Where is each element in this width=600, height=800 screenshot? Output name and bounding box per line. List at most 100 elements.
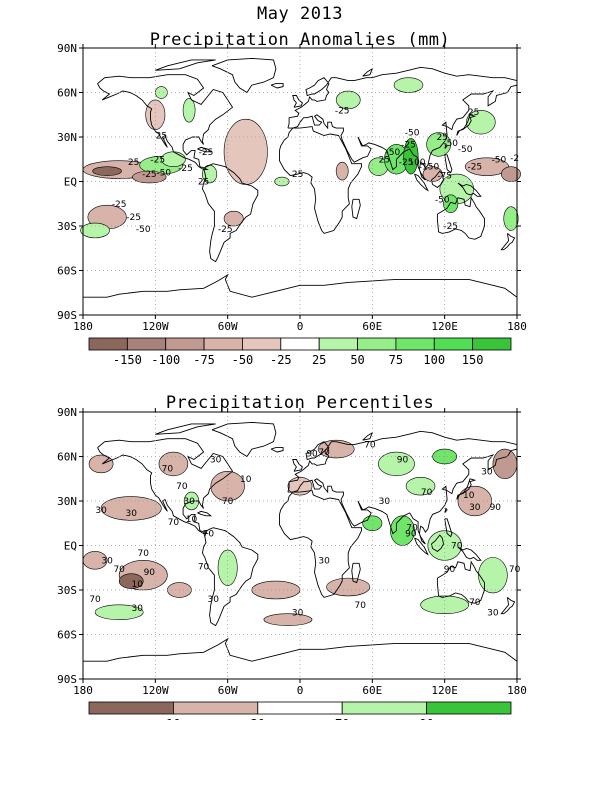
coastline-arabia-madagascar bbox=[351, 198, 361, 220]
shaded-region bbox=[94, 604, 144, 620]
coastline-japan bbox=[456, 478, 477, 500]
contour-label: 10 bbox=[186, 515, 198, 525]
shaded-region bbox=[317, 439, 355, 459]
coastline-uk bbox=[292, 459, 303, 472]
shaded-region bbox=[405, 476, 436, 496]
lon-tick-label: 120E bbox=[431, 320, 458, 333]
lon-tick-label: 180 bbox=[507, 320, 527, 333]
colorbar-box bbox=[172, 701, 259, 715]
colorbar-label: 10 bbox=[166, 717, 180, 720]
shaded-region bbox=[335, 161, 349, 181]
lon-tick-label: 180 bbox=[73, 320, 93, 333]
coastline-sri-lanka-taiwan bbox=[444, 143, 448, 150]
lon-tick-label: 60E bbox=[362, 684, 382, 697]
contour-label: 70 bbox=[406, 524, 418, 534]
contour-label: 25 bbox=[292, 170, 303, 180]
coastline-south-america bbox=[201, 527, 259, 627]
lon-tick-label: 120W bbox=[142, 684, 169, 697]
colorbar-box bbox=[395, 337, 435, 351]
contour-label: 90 bbox=[306, 450, 318, 460]
coastline-indonesia-borneo bbox=[430, 170, 444, 188]
contour-label: 70 bbox=[176, 482, 188, 492]
colorbar-box bbox=[88, 337, 128, 351]
coastline-new-guinea bbox=[457, 182, 482, 197]
lon-tick-label: 60E bbox=[362, 320, 382, 333]
lat-tick-label: 30S bbox=[57, 584, 77, 597]
coastline-new-guinea bbox=[457, 546, 482, 561]
contour-label: 70 bbox=[318, 448, 330, 458]
coastlines bbox=[82, 421, 518, 671]
contour-label: 100 bbox=[408, 158, 425, 168]
lon-tick-label: 120W bbox=[142, 320, 169, 333]
anomaly-shading bbox=[82, 439, 518, 626]
contour-label: 70 bbox=[421, 488, 433, 498]
colorbar: 10 30 70 90 bbox=[88, 701, 512, 720]
anomaly-map-title: Precipitation Anomalies (mm) bbox=[149, 30, 451, 50]
contour-label: 70 bbox=[113, 565, 125, 575]
coastline-caribbean-cuba bbox=[197, 510, 213, 517]
coastline-africa bbox=[279, 126, 362, 234]
shaded-region bbox=[80, 222, 110, 239]
lat-tick-label: 60N bbox=[57, 87, 77, 100]
contour-label: 70 bbox=[451, 542, 463, 552]
lat-tick-label: 30N bbox=[57, 131, 77, 144]
contour-label: 25 bbox=[379, 155, 390, 165]
contour-label: 25 bbox=[198, 178, 209, 188]
contour-label: -25 bbox=[112, 200, 127, 210]
shaded-region bbox=[403, 138, 419, 175]
coastline-antarctica bbox=[82, 637, 518, 671]
coastline-new-zealand bbox=[500, 597, 516, 615]
coastline-philippines bbox=[444, 518, 453, 538]
contour-label: 90 bbox=[490, 503, 502, 513]
coastline-australia bbox=[436, 196, 485, 240]
colorbar-label: 50 bbox=[350, 353, 364, 367]
gridlines bbox=[83, 48, 517, 315]
shaded-region bbox=[503, 206, 519, 231]
coastline-sumatra bbox=[414, 173, 429, 192]
lon-tick-label: 180 bbox=[507, 684, 527, 697]
colorbar-label: -50 bbox=[232, 353, 254, 367]
contour-label: 30 bbox=[101, 556, 113, 566]
colorbar-label: 75 bbox=[389, 353, 403, 367]
lat-tick-label: 30S bbox=[57, 220, 77, 233]
contour-label: 30 bbox=[210, 455, 222, 465]
shaded-region bbox=[263, 613, 313, 626]
contour-label: -50 bbox=[458, 145, 473, 155]
coastline-iceland bbox=[270, 83, 284, 89]
colorbar-box bbox=[426, 701, 512, 715]
colorbar-box bbox=[88, 701, 174, 715]
colorbar-label: -100 bbox=[151, 353, 180, 367]
shaded-region bbox=[118, 573, 144, 589]
contour-label: 25 bbox=[128, 158, 139, 168]
contour-label: 70 bbox=[469, 598, 481, 608]
shaded-region bbox=[501, 166, 521, 182]
colorbar-box bbox=[242, 337, 282, 351]
contour-label: 30 bbox=[183, 497, 195, 507]
coastline-sri-lanka-taiwan bbox=[444, 507, 448, 514]
lon-tick-label: 120E bbox=[431, 684, 458, 697]
coastlines bbox=[82, 57, 518, 307]
contour-label: 30 bbox=[207, 595, 219, 605]
shaded-region bbox=[132, 170, 167, 184]
coastline-australia bbox=[436, 560, 485, 604]
contour-label: 70 bbox=[138, 549, 150, 559]
contour-label: -50 bbox=[405, 129, 420, 139]
lon-tick-label: 60W bbox=[218, 684, 238, 697]
contour-label: 30 bbox=[125, 509, 137, 519]
contour-label: -50 bbox=[385, 148, 400, 158]
colorbar-box bbox=[165, 337, 205, 351]
contour-label: 10 bbox=[132, 580, 144, 590]
contour-label: 30 bbox=[379, 497, 391, 507]
lat-tick-label: 60N bbox=[57, 451, 77, 464]
coastline-sumatra bbox=[414, 537, 429, 556]
colorbar-box bbox=[341, 701, 428, 715]
colorbar-label: 150 bbox=[462, 353, 484, 367]
coastline-arctic-islands bbox=[155, 59, 216, 71]
contour-label: -25 bbox=[401, 140, 416, 150]
shaded-region bbox=[274, 176, 290, 187]
coastline-europe-asia bbox=[287, 66, 518, 181]
